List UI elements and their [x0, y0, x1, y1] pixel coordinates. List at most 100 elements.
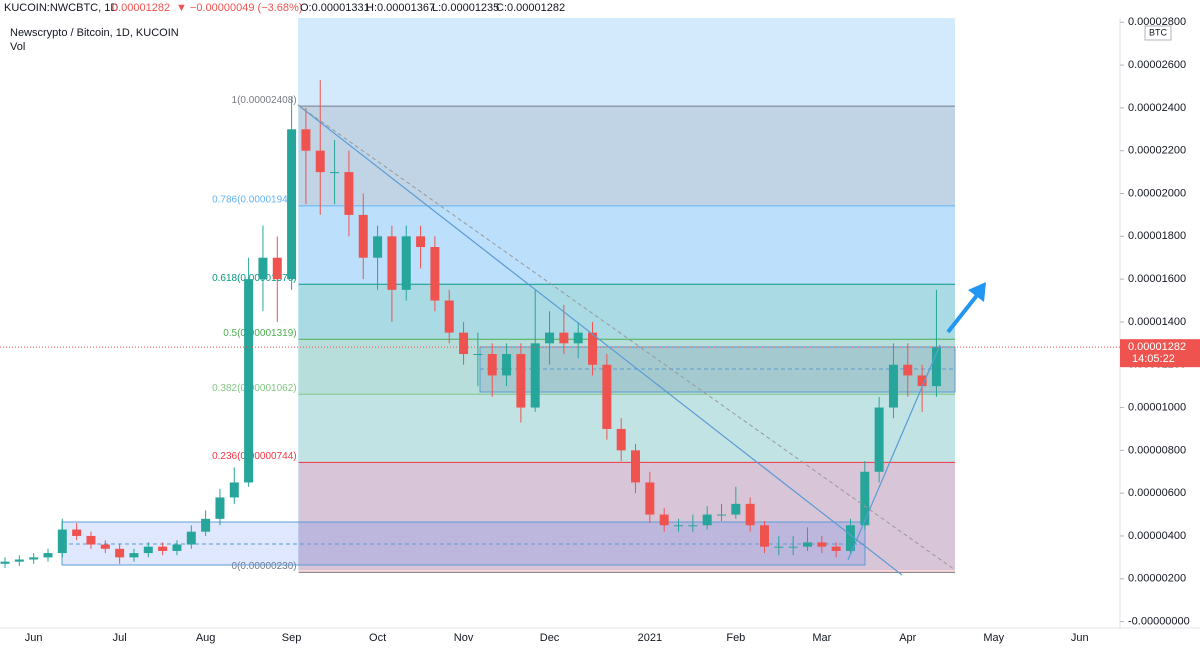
y-tick-label: 0.00002400 [1128, 102, 1186, 114]
price-countdown: 14:05:22 [1132, 353, 1175, 365]
candle-body [373, 236, 383, 258]
trend-line [297, 104, 956, 571]
candle-body [287, 129, 297, 280]
axes: 0.00002800 0.00002600 0.00002400 0.00002200… [0, 16, 1200, 644]
candle-body [702, 514, 712, 526]
candle-body [530, 343, 540, 408]
candle-body [631, 450, 641, 483]
candle-body [717, 514, 726, 516]
y-tick-label: 0.00000400 [1128, 530, 1186, 542]
candle-body [645, 482, 655, 515]
candle-body [43, 553, 53, 558]
x-tick-label: 2021 [638, 632, 662, 644]
candle-body [487, 354, 497, 376]
candle-body [545, 332, 555, 344]
y-tick-label: 0.00002000 [1128, 187, 1186, 199]
fib-zone [298, 339, 956, 395]
price-tag [1120, 339, 1200, 368]
x-tick-label: May [983, 632, 1004, 644]
candle-body [444, 300, 454, 333]
high: H:0.00001367 [366, 2, 435, 14]
candle-body [888, 364, 898, 408]
highlight-zone [298, 18, 955, 570]
candle-body [502, 354, 512, 376]
close: C:0.00001282 [496, 2, 565, 14]
x-tick-label: Jun [25, 632, 43, 644]
low: L:0.00001235 [432, 2, 499, 14]
fib-label: 0.5(0.00001319) [223, 328, 296, 339]
y-tick-label: 0.00001400 [1128, 316, 1186, 328]
candle-body [172, 544, 182, 551]
candle-body [215, 497, 225, 519]
currency-box [1144, 25, 1172, 41]
x-tick-label: Sep [282, 632, 302, 644]
candle-body [186, 531, 196, 545]
y-tick-label: 0.00001800 [1128, 230, 1186, 242]
candle-body [244, 279, 254, 483]
fib-label: 1(0.00002408) [232, 95, 297, 106]
candle-body [860, 471, 870, 526]
candle-body [330, 172, 340, 174]
arrow-head [968, 282, 986, 302]
candle-body [903, 364, 913, 376]
y-tick-label: 0.00002800 [1128, 16, 1186, 28]
arrow [946, 292, 980, 334]
volume-label: Vol [10, 41, 25, 53]
fib-zone [298, 284, 956, 340]
candle-body [229, 482, 239, 498]
trend-line [847, 344, 941, 561]
fib-zone [298, 462, 956, 573]
candle-body [516, 354, 526, 408]
x-tick-label: Dec [540, 632, 560, 644]
y-tick-label: 0.00002600 [1128, 59, 1186, 71]
x-tick-label: Feb [726, 632, 745, 644]
fibonacci: 1(0.00002408) 0.786(0.00001942) 0.618(0.00… [212, 95, 956, 573]
candle-body [459, 332, 469, 355]
candle-body [674, 525, 684, 527]
candle-body [774, 546, 784, 548]
fib-label: 0.382(0.00001062) [212, 383, 297, 394]
open: O:0.00001331 [300, 2, 370, 14]
fib-label: 0.786(0.00001942) [212, 195, 297, 206]
candle-body [745, 503, 755, 526]
candle-body [430, 247, 440, 301]
y-tick-label: 0.00000600 [1128, 487, 1186, 499]
y-tick-label: 0.00001600 [1128, 273, 1186, 285]
fib-zone [298, 106, 956, 206]
candle-body [143, 546, 153, 554]
x-tick-label: Oct [369, 632, 386, 644]
candle-body [387, 236, 397, 290]
candle-body [258, 257, 268, 280]
price-tag-label: 0.00001282 [1128, 341, 1186, 353]
y-tick-label: 0.00001000 [1128, 401, 1186, 413]
candle-body [831, 546, 841, 551]
candle-body [401, 236, 411, 290]
candle-body [731, 503, 741, 515]
candle-body [917, 375, 927, 387]
candle-body [802, 542, 812, 547]
candle-body [86, 535, 96, 545]
currency: BTC [1149, 27, 1168, 37]
x-tick-label: Mar [812, 632, 831, 644]
candle-body [845, 525, 855, 551]
fib-label: 0(0.00000230) [232, 561, 297, 572]
candle-body [315, 150, 325, 173]
candle-body [158, 546, 168, 551]
trend-line [297, 104, 903, 576]
x-tick-label: Apr [899, 632, 916, 644]
candle-body [874, 407, 884, 472]
last: 0.00001282 [112, 2, 170, 14]
candle-body [272, 257, 282, 280]
y-tick-label: 0.00002200 [1128, 145, 1186, 157]
candle-body [301, 129, 311, 151]
candle-body [688, 525, 698, 527]
candle-body [416, 236, 426, 248]
candle-body [659, 514, 669, 526]
candle-body [344, 172, 354, 215]
candle-body [115, 548, 125, 558]
candle-body [788, 546, 798, 548]
candle-body [358, 214, 368, 258]
y-tick-label: -0.00000000 [1128, 615, 1190, 627]
